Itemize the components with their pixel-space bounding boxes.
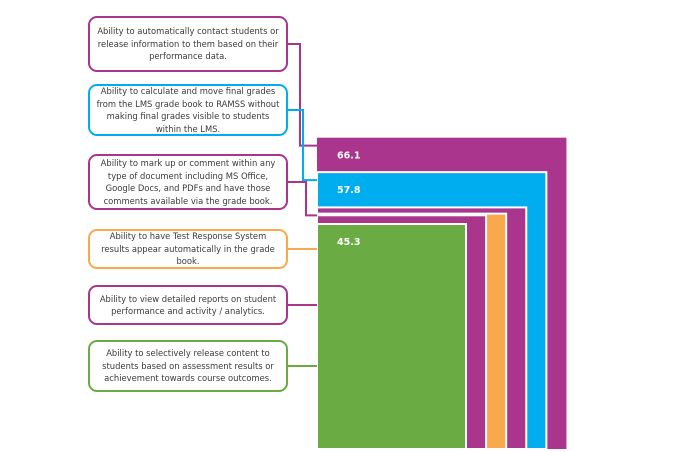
category-label-1: Ability to automatically contact student…	[88, 16, 288, 72]
connector-line-1	[288, 43, 317, 147]
category-label-6: Ability to selectively release content t…	[88, 340, 288, 392]
bar-1-value-label: 66.1	[337, 151, 360, 162]
category-label-2-text: Ability to calculate and move final grad…	[96, 86, 280, 134]
bar-2-value-label: 57.8	[337, 185, 361, 196]
category-label-5-text: Ability to view detailed reports on stud…	[99, 293, 277, 317]
category-label-1-text: Ability to automatically contact student…	[97, 26, 279, 62]
bar-6	[316, 223, 467, 450]
bar-6-value-label: 45.3	[337, 237, 360, 248]
category-label-2: Ability to calculate and move final grad…	[88, 84, 288, 136]
connector-line-3	[288, 181, 317, 217]
category-label-3-text: Ability to mark up or comment within any…	[100, 158, 276, 206]
category-label-6-text: Ability to selectively release content t…	[102, 348, 274, 384]
category-label-4: Ability to have Test Response System res…	[88, 229, 288, 269]
category-label-4-text: Ability to have Test Response System res…	[101, 231, 275, 267]
category-label-3: Ability to mark up or comment within any…	[88, 154, 288, 210]
category-label-5: Ability to view detailed reports on stud…	[88, 285, 288, 325]
connector-line-2	[288, 109, 317, 182]
